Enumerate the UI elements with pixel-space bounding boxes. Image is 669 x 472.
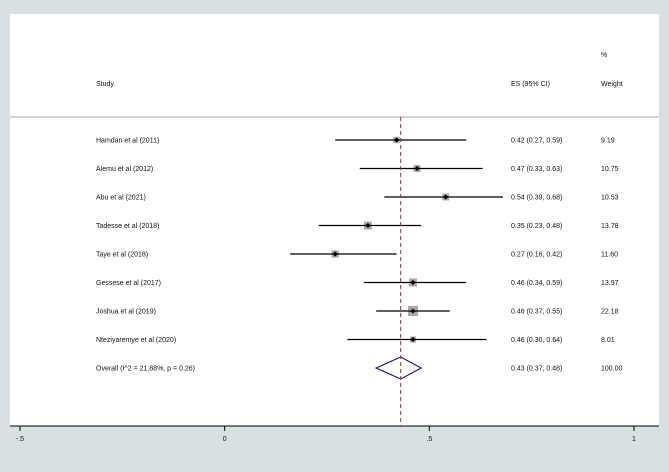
es-ci-value: 0.27 (0.16, 0.42): [511, 252, 562, 259]
overall-diamond: [374, 356, 423, 380]
es-ci-value: 0.46 (0.30, 0.64): [511, 337, 562, 344]
weight-value: 13.78: [601, 223, 619, 230]
x-tick-label: 0: [223, 436, 227, 443]
overall-weight-value: 100.00: [601, 366, 623, 373]
es-ci-value: 0.54 (0.39, 0.68): [511, 195, 562, 202]
es-ci-value: 0.47 (0.33, 0.63): [511, 166, 562, 173]
study-label: Taye et al (2018): [96, 252, 148, 259]
weight-value: 22.18: [601, 309, 619, 316]
study-row: Taye et al (2018) 0.27 (0.16, 0.42) 11.60: [96, 250, 618, 259]
forest-plot-area: [10, 14, 659, 426]
study-label: Tadesse et al (2018): [96, 223, 159, 230]
study-row: Joshua et al (2019) 0.46 (0.37, 0.55) 22.1…: [96, 306, 619, 316]
overall-label: Overall (I^2 = 21.88%, p = 0.26): [96, 366, 195, 373]
point-estimate: [414, 165, 420, 172]
point-estimate: [410, 336, 416, 343]
header-weight: Weight: [601, 81, 623, 88]
x-tick-label: .5: [426, 436, 432, 443]
weight-value: 13.97: [601, 280, 619, 287]
x-tick-label: -.5: [16, 436, 24, 443]
point-estimate: [410, 308, 416, 314]
overall-es-ci-value: 0.43 (0.37, 0.48): [511, 366, 562, 373]
weight-value: 11.60: [601, 252, 618, 259]
weight-value: 10.53: [601, 195, 619, 202]
point-estimate: [393, 137, 400, 143]
x-tick-label: 1: [632, 436, 636, 443]
weight-value: 10.75: [601, 166, 619, 173]
point-estimate: [332, 251, 338, 257]
header-weight-percent: %: [601, 52, 607, 59]
weight-value: 9.19: [601, 138, 615, 145]
header-es: ES (95% CI): [511, 81, 550, 88]
overall-row: Overall (I^2 = 21.88%, p = 0.26) 0.43 (0.…: [96, 356, 623, 380]
point-estimate: [365, 222, 371, 229]
point-estimate: [410, 279, 416, 286]
study-label: Abu et al (2021): [96, 195, 146, 202]
weight-value: 8.01: [601, 337, 615, 344]
point-estimate: [443, 194, 449, 200]
study-label: Nteziyaremye et al (2020): [96, 337, 176, 344]
study-label: Alemu et al (2012): [96, 166, 153, 173]
es-ci-value: 0.42 (0.27, 0.59): [511, 138, 562, 145]
es-ci-value: 0.35 (0.23, 0.48): [511, 223, 562, 230]
study-row: Tadesse et al (2018) 0.35 (0.23, 0.48) 13.…: [96, 221, 619, 230]
es-ci-value: 0.46 (0.34, 0.59): [511, 280, 562, 287]
study-label: Gessese et al (2017): [96, 280, 161, 287]
header-study: Study: [96, 81, 114, 88]
x-axis: -.5 0 .5 1: [10, 425, 659, 443]
study-row: Hamdan et al (2011) 0.42 (0.27, 0.59) 9.19: [96, 136, 615, 145]
study-label: Hamdan et al (2011): [96, 138, 159, 145]
study-row: Alemu et al (2012) 0.47 (0.33, 0.63) 10.75: [96, 165, 619, 173]
study-row: Gessese et al (2017) 0.46 (0.34, 0.59) 13.…: [96, 278, 619, 287]
study-label: Joshua et al (2019): [96, 309, 156, 316]
es-ci-value: 0.46 (0.37, 0.55): [511, 309, 562, 316]
study-row: Nteziyaremye et al (2020) 0.46 (0.30, 0.6…: [96, 336, 615, 344]
study-row: Abu et al (2021) 0.54 (0.39, 0.68) 10.53: [96, 193, 619, 202]
